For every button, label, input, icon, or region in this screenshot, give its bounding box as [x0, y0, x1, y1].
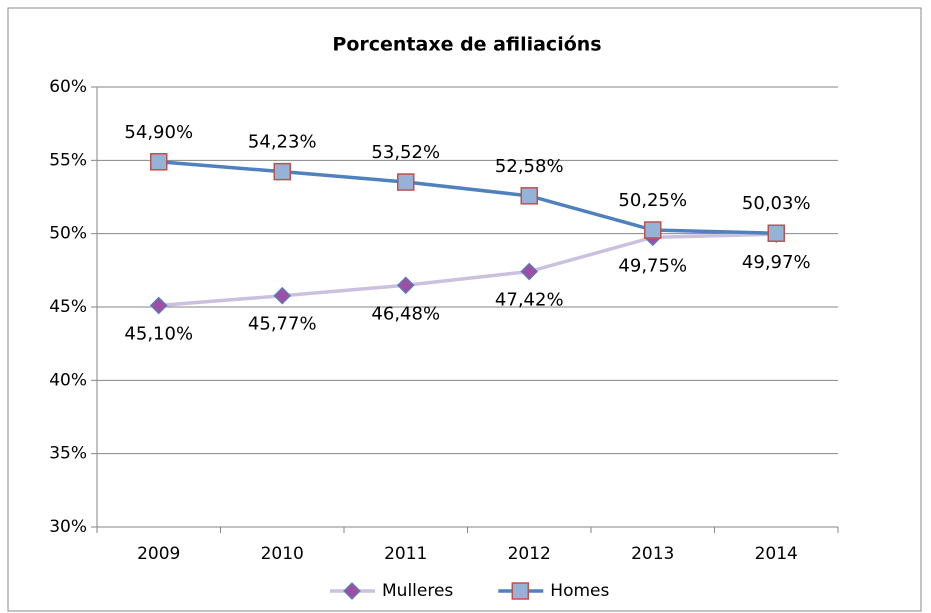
- x-tick-label: 2013: [631, 544, 674, 564]
- marker: [511, 582, 530, 600]
- y-tick-label: 45%: [49, 297, 87, 317]
- y-tick-label: 55%: [49, 150, 87, 170]
- data-label: 53,52%: [371, 142, 440, 163]
- y-tick-label: 60%: [49, 77, 87, 97]
- data-label: 50,03%: [742, 193, 811, 214]
- series-line: [158, 232, 777, 308]
- data-label: 45,10%: [124, 324, 193, 345]
- data-label: 47,42%: [495, 290, 564, 311]
- marker: [343, 582, 361, 600]
- marker: [397, 173, 415, 191]
- data-label: 54,90%: [124, 122, 193, 143]
- x-tick-label: 2011: [384, 544, 427, 564]
- series-line: [158, 160, 777, 235]
- marker: [149, 296, 168, 315]
- legend-label: Mulleres: [382, 581, 453, 601]
- data-label: 50,25%: [618, 190, 687, 211]
- y-tick-label: 30%: [49, 517, 87, 537]
- y-tick-label: 40%: [49, 370, 87, 390]
- data-label: 49,75%: [618, 255, 687, 276]
- marker: [520, 187, 538, 205]
- data-label: 52,58%: [495, 156, 564, 177]
- y-tick-label: 35%: [49, 444, 87, 464]
- marker: [273, 286, 292, 305]
- marker: [520, 262, 539, 281]
- marker: [644, 221, 662, 239]
- marker: [150, 153, 168, 171]
- x-tick-label: 2012: [508, 544, 551, 564]
- data-label: 45,77%: [248, 314, 317, 335]
- data-label: 46,48%: [371, 303, 440, 324]
- x-tick-label: 2009: [137, 544, 180, 564]
- x-tick-label: 2010: [261, 544, 304, 564]
- chart-border: [7, 7, 922, 612]
- marker: [273, 162, 291, 181]
- legend-label: Homes: [550, 581, 609, 601]
- x-tick-label: 2014: [755, 544, 798, 564]
- y-tick-label: 50%: [49, 224, 87, 244]
- chart-title: Porcentaxe de afiliacións: [332, 34, 601, 56]
- data-label: 49,97%: [742, 252, 811, 273]
- marker: [767, 224, 785, 242]
- marker: [396, 276, 415, 295]
- data-label: 54,23%: [248, 132, 317, 153]
